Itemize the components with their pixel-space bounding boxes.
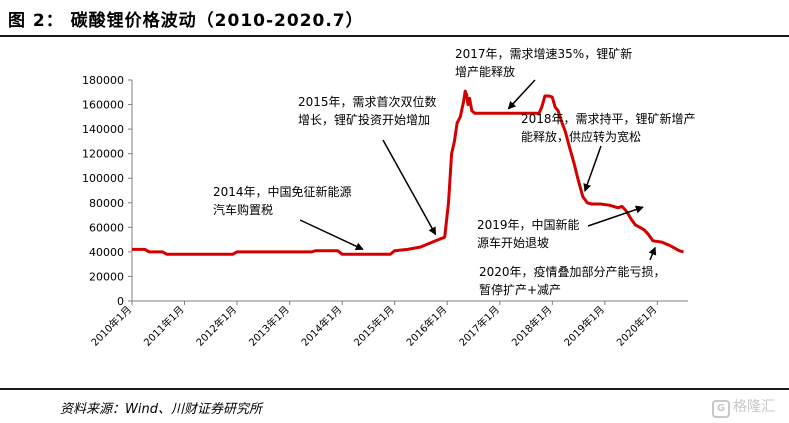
x-tick-label: 2015年1月 (351, 303, 397, 349)
annotation-text: 增产能释放 (455, 64, 515, 79)
x-tick-label: 2013年1月 (246, 303, 292, 349)
annotation-text: 2017年，需求增速35%，锂矿新 (455, 46, 632, 61)
annotation-text: 增长，锂矿投资开始增加 (298, 112, 430, 127)
annotation-text: 2019年，中国新能 (477, 217, 580, 232)
x-tick-label: 2018年1月 (509, 303, 555, 349)
y-tick-label: 140000 (82, 123, 124, 136)
y-tick-label: 100000 (82, 172, 124, 185)
y-tick-label: 20000 (89, 270, 124, 283)
x-tick-label: 2012年1月 (193, 303, 239, 349)
annotation-arrow (507, 79, 536, 110)
footer-rule (0, 388, 789, 390)
annotation-arrow (587, 205, 644, 227)
x-tick-label: 2017年1月 (456, 303, 502, 349)
annotation-6: 2020年，疫情叠加部分产能亏损， 暂停扩产+减产 (479, 246, 666, 297)
y-tick-label: 120000 (82, 148, 124, 161)
annotation-text: 暂停扩产+减产 (479, 282, 561, 297)
x-tick-label: 2020年1月 (614, 303, 660, 349)
x-tick-label: 2019年1月 (561, 303, 607, 349)
y-tick-label: 60000 (89, 221, 124, 234)
annotation-text: 2020年，疫情叠加部分产能亏损， (479, 264, 666, 279)
annotation-text: 2015年，需求首次双位数 (298, 94, 437, 109)
x-tick-label: 2010年1月 (88, 303, 134, 349)
annotation-arrow (648, 246, 657, 261)
y-tick-label: 160000 (82, 99, 124, 112)
annotation-text: 能释放，供应转为宽松 (521, 129, 641, 144)
y-tick-label: 80000 (89, 197, 124, 210)
y-tick-label: 0 (117, 295, 124, 308)
annotation-text: 2014年，中国免征新能源 (213, 184, 352, 199)
source-note: 资料来源：Wind、川财证券研究所 (60, 402, 262, 417)
lithium-carbonate-price-chart: 0 20000 40000 60000 80000 100000 120000 140000 1… (82, 46, 696, 349)
annotation-arrow (583, 145, 602, 192)
watermark-logo-icon: G (712, 400, 730, 418)
watermark: G 格隆汇 (712, 396, 775, 418)
x-tick-label: 2016年1月 (403, 303, 449, 349)
annotation-text: 2018年，需求持平，锂矿新增产 (521, 111, 696, 126)
title-rule (0, 35, 789, 37)
annotations: 2014年，中国免征新能源汽车购置税2015年，需求首次双位数增长，锂矿投资开始… (213, 46, 696, 297)
annotation-arrow (382, 139, 437, 236)
watermark-text: 格隆汇 (733, 399, 775, 415)
figure-title: 图 2： 碳酸锂价格波动（2010-2020.7） (8, 11, 364, 31)
annotation-text: 汽车购置税 (213, 202, 273, 217)
y-tick-label: 40000 (89, 246, 124, 259)
x-tick-label: 2014年1月 (298, 303, 344, 349)
x-tick-label: 2011年1月 (141, 303, 187, 349)
annotation-arrow (299, 219, 364, 250)
y-tick-label: 180000 (82, 74, 124, 87)
annotation-text: 源车开始退坡 (477, 235, 549, 250)
